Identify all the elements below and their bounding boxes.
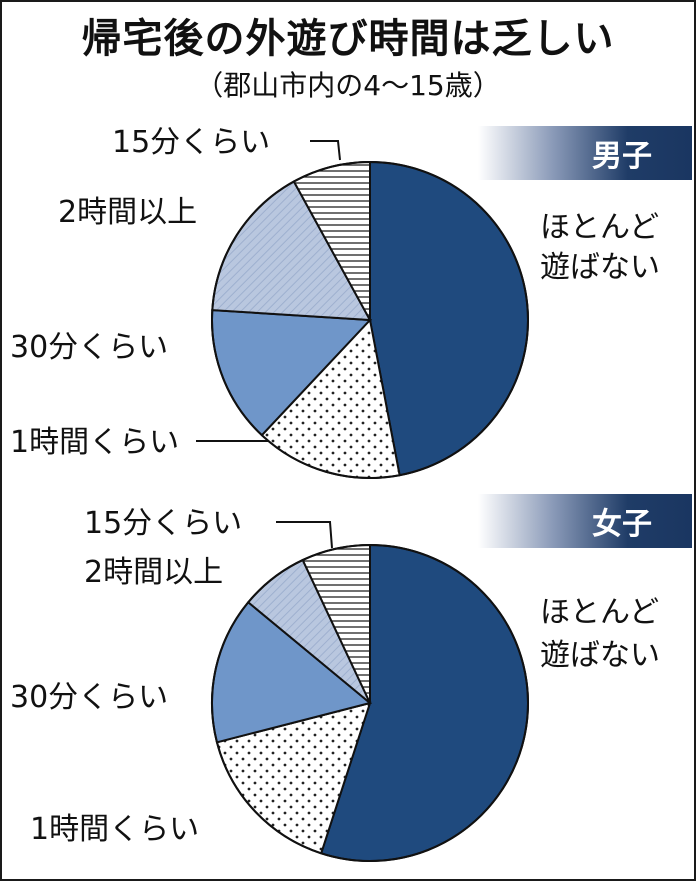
girls-label-rarely-line1: ほとんど xyxy=(540,595,660,630)
panel-label-boys: 男子 xyxy=(478,126,692,180)
boys-leader-15min xyxy=(310,140,341,161)
panel-label-girls: 女子 xyxy=(478,494,692,548)
chart-subtitle: （郡山市内の4～15歳） xyxy=(195,69,501,102)
girls-label-1hour: 1時間くらい xyxy=(30,812,200,847)
girls-leader-15min xyxy=(276,521,333,549)
boys-label-1hour: 1時間くらい xyxy=(10,425,180,460)
chart-title: 帰宅後の外遊び時間は乏しい xyxy=(81,16,615,62)
pie-girls xyxy=(210,543,529,862)
girls-pie-outline xyxy=(211,544,529,862)
pie-boys xyxy=(210,160,529,479)
boys-label-2hours: 2時間以上 xyxy=(58,195,198,230)
girls-label-30min: 30分くらい xyxy=(10,680,169,715)
boys-label-rarely-line1: ほとんど xyxy=(540,210,660,245)
girls-label-rarely-line2: 遊ばない xyxy=(540,638,660,673)
boys-label-30min: 30分くらい xyxy=(10,330,169,365)
boys-label-15min: 15分くらい xyxy=(112,125,271,160)
girls-label-15min: 15分くらい xyxy=(84,506,243,541)
boys-label-rarely-line2: 遊ばない xyxy=(540,250,660,285)
girls-label-2hours: 2時間以上 xyxy=(84,555,224,590)
boys-slice-0 xyxy=(369,160,529,477)
boys-pie-outline xyxy=(211,161,529,479)
